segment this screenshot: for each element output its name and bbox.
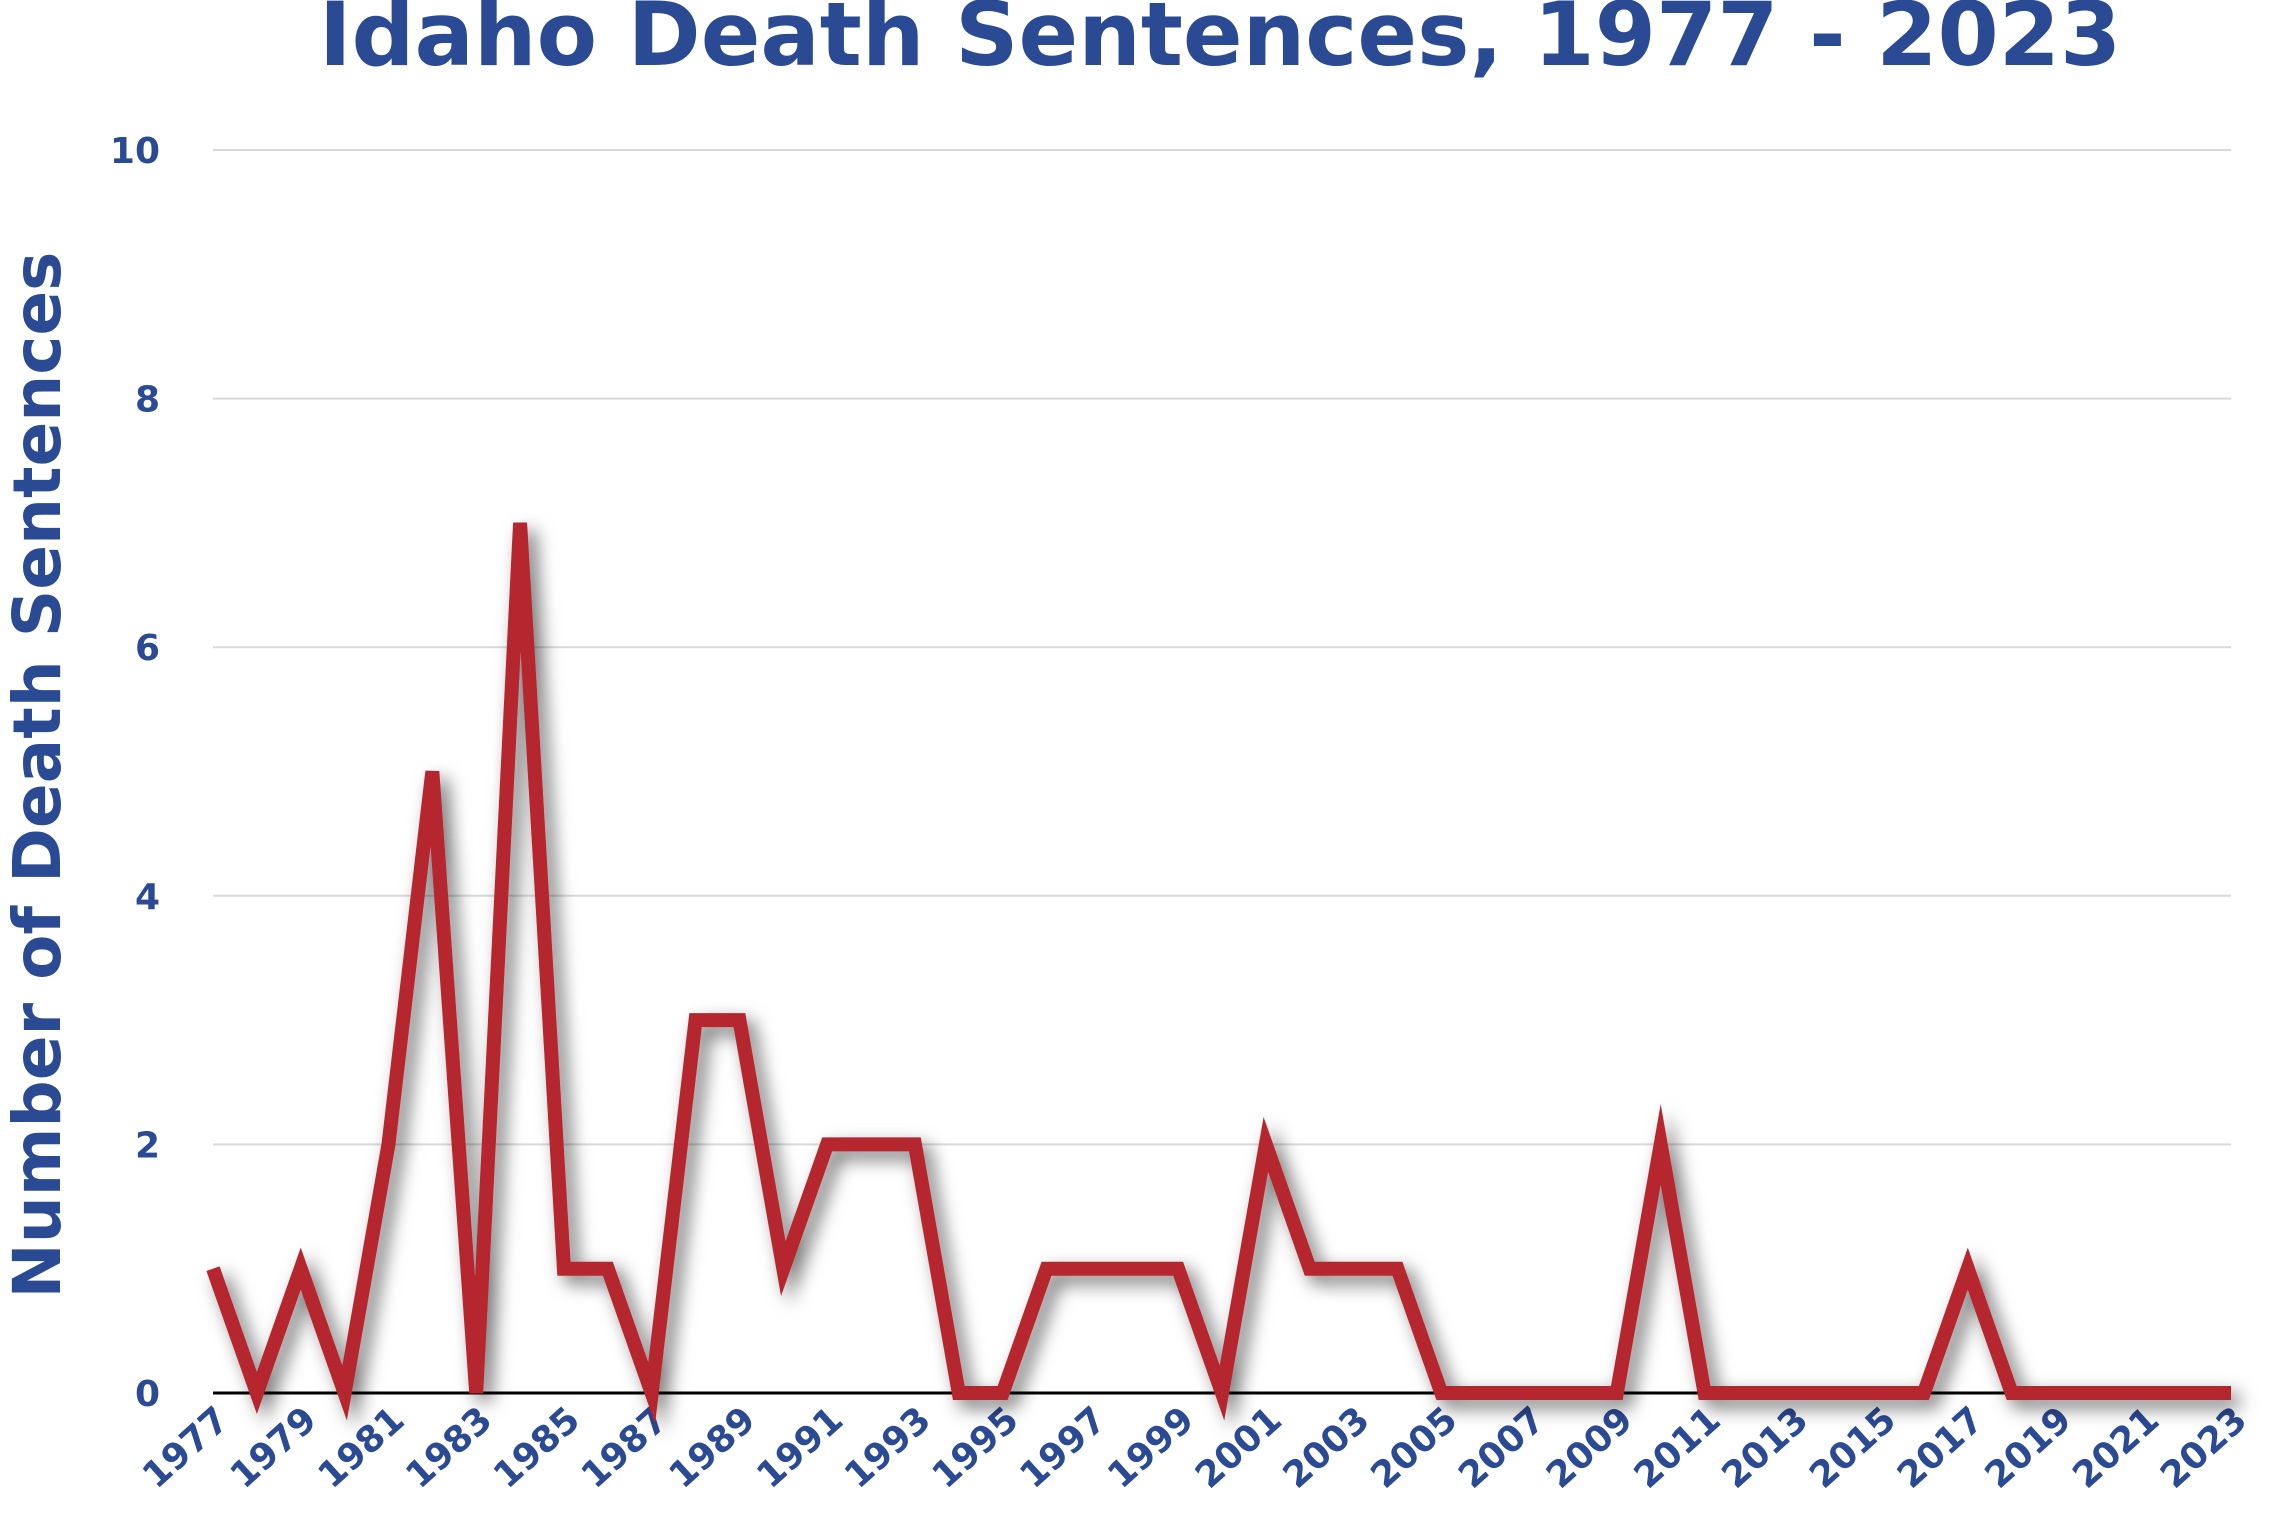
- x-tick-label: 2017: [1890, 1399, 1992, 1497]
- x-tick-label: 1993: [837, 1399, 939, 1497]
- x-tick-label: 2015: [1802, 1399, 1904, 1497]
- x-tick-label: 1989: [662, 1399, 764, 1497]
- x-tick-label: 2021: [2065, 1399, 2167, 1497]
- x-tick-label: 2003: [1276, 1399, 1378, 1497]
- data-line: [206, 522, 2231, 1424]
- y-tick-label: 4: [135, 877, 160, 918]
- x-tick-label: 2009: [1539, 1399, 1641, 1497]
- x-tick-label: 2019: [1978, 1399, 2080, 1497]
- x-tick-label: 2005: [1363, 1399, 1465, 1497]
- x-tick-label: 2023: [2153, 1399, 2255, 1497]
- x-tick-label: 1983: [398, 1399, 500, 1497]
- y-tick-label: 0: [135, 1374, 160, 1415]
- x-tick-label: 1995: [925, 1399, 1027, 1497]
- x-tick-label: 2001: [1188, 1399, 1290, 1497]
- x-tick-label: 1987: [574, 1399, 676, 1497]
- chart-title: Idaho Death Sentences, 1977 - 2023: [319, 0, 2121, 86]
- x-tick-label: 1979: [223, 1399, 325, 1497]
- x-tick-label: 1999: [1100, 1399, 1202, 1497]
- x-tick-label: 2011: [1627, 1399, 1729, 1497]
- y-tick-label: 8: [135, 380, 160, 421]
- x-tick-label: 1985: [486, 1399, 588, 1497]
- y-tick-label: 10: [110, 131, 160, 172]
- x-tick-label: 1997: [1013, 1399, 1115, 1497]
- y-tick-label: 6: [135, 628, 160, 669]
- y-tick-label: 2: [135, 1125, 160, 1166]
- x-tick-label: 2013: [1714, 1399, 1816, 1497]
- x-tick-label: 2007: [1451, 1399, 1553, 1497]
- y-axis-label: Number of Death Sentences: [0, 252, 76, 1299]
- x-tick-label: 1981: [311, 1399, 413, 1497]
- x-tick-label: 1991: [749, 1399, 851, 1497]
